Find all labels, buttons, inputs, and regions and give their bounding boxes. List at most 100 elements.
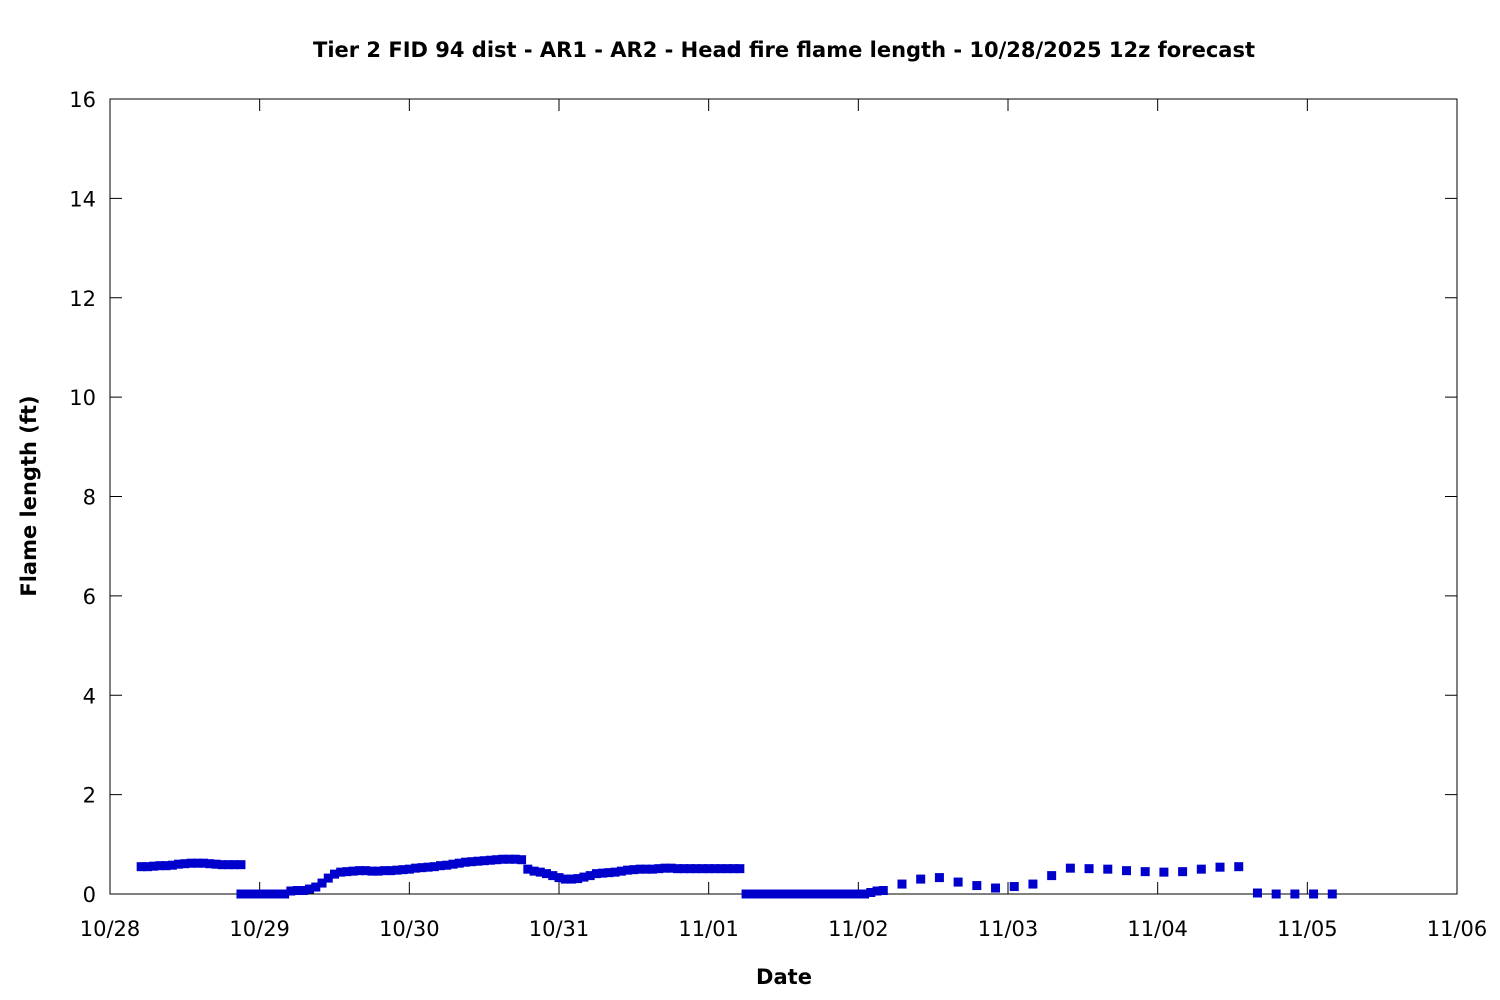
- data-point: [186, 858, 196, 868]
- data-point: [242, 889, 252, 899]
- y-tick-label: 2: [83, 784, 96, 808]
- data-point: [1215, 862, 1225, 872]
- data-point: [273, 889, 283, 899]
- data-point: [635, 864, 645, 874]
- x-tick-label: 10/30: [379, 917, 440, 941]
- data-point: [361, 866, 371, 876]
- data-point: [504, 854, 514, 864]
- y-tick-label: 10: [69, 386, 96, 410]
- data-point: [211, 859, 221, 869]
- data-point: [772, 889, 782, 899]
- data-point: [560, 874, 570, 884]
- data-point: [348, 866, 358, 876]
- data-point: [666, 863, 676, 873]
- data-point: [1009, 882, 1019, 892]
- data-point: [454, 858, 464, 868]
- data-point: [566, 874, 576, 884]
- data-point: [878, 886, 888, 896]
- data-point: [155, 861, 165, 871]
- data-point: [248, 889, 258, 899]
- data-point: [149, 861, 159, 871]
- data-point: [523, 864, 533, 874]
- data-point: [548, 871, 558, 881]
- data-point: [174, 859, 184, 869]
- y-tick-label: 12: [69, 287, 96, 311]
- data-point: [442, 860, 452, 870]
- data-points: [136, 854, 1337, 899]
- data-point: [542, 869, 552, 879]
- data-point: [704, 864, 714, 874]
- data-point: [417, 863, 427, 873]
- data-point: [236, 860, 246, 870]
- data-point: [1196, 864, 1206, 874]
- data-point: [298, 886, 308, 896]
- x-tick-label: 11/01: [678, 917, 739, 941]
- data-point: [1065, 863, 1075, 873]
- y-axis-label: Flame length (ft): [17, 395, 41, 596]
- data-point: [223, 860, 233, 870]
- data-point: [460, 857, 470, 867]
- data-point: [866, 888, 876, 898]
- data-point: [847, 889, 857, 899]
- data-point: [192, 858, 202, 868]
- data-point: [760, 889, 770, 899]
- data-point: [535, 867, 545, 877]
- data-point: [616, 866, 626, 876]
- data-point: [610, 867, 620, 877]
- data-point: [1159, 867, 1169, 877]
- data-point: [697, 864, 707, 874]
- data-point: [479, 856, 489, 866]
- data-point: [797, 889, 807, 899]
- data-point: [305, 884, 315, 894]
- data-point: [916, 874, 926, 884]
- data-point: [404, 864, 414, 874]
- data-point: [1084, 864, 1094, 874]
- data-point: [498, 854, 508, 864]
- data-point: [1103, 864, 1113, 874]
- data-point: [641, 864, 651, 874]
- data-point: [267, 889, 277, 899]
- data-point: [1121, 866, 1131, 876]
- data-point: [436, 861, 446, 871]
- x-tick-label: 10/31: [529, 917, 590, 941]
- data-point: [629, 865, 639, 875]
- data-point: [735, 864, 745, 874]
- data-point: [623, 865, 633, 875]
- data-point: [323, 873, 333, 883]
- data-point: [579, 872, 589, 882]
- x-tick-label: 11/04: [1127, 917, 1188, 941]
- y-tick-label: 16: [69, 88, 96, 112]
- data-point: [492, 855, 502, 865]
- data-point: [1028, 879, 1038, 889]
- data-point: [1309, 889, 1319, 899]
- data-point: [685, 864, 695, 874]
- data-point: [972, 881, 982, 891]
- y-tick-label: 6: [83, 585, 96, 609]
- data-point: [816, 889, 826, 899]
- data-point: [467, 857, 477, 867]
- data-point: [392, 865, 402, 875]
- data-point: [373, 866, 383, 876]
- data-point: [679, 864, 689, 874]
- data-point: [286, 886, 296, 896]
- data-point: [897, 879, 907, 889]
- data-point: [1327, 889, 1337, 899]
- data-point: [261, 889, 271, 899]
- data-point: [342, 867, 352, 877]
- data-point: [766, 889, 776, 899]
- data-point: [722, 864, 732, 874]
- x-tick-label: 11/06: [1427, 917, 1488, 941]
- data-point: [411, 863, 421, 873]
- data-point: [255, 889, 265, 899]
- data-point: [1271, 889, 1281, 899]
- data-point: [142, 862, 152, 872]
- data-point: [217, 860, 227, 870]
- data-point: [991, 883, 1001, 893]
- data-point: [729, 864, 739, 874]
- data-point: [317, 878, 327, 888]
- data-point: [330, 869, 339, 879]
- data-point: [822, 889, 832, 899]
- data-point: [510, 854, 520, 864]
- data-point: [747, 889, 757, 899]
- data-point: [236, 889, 246, 899]
